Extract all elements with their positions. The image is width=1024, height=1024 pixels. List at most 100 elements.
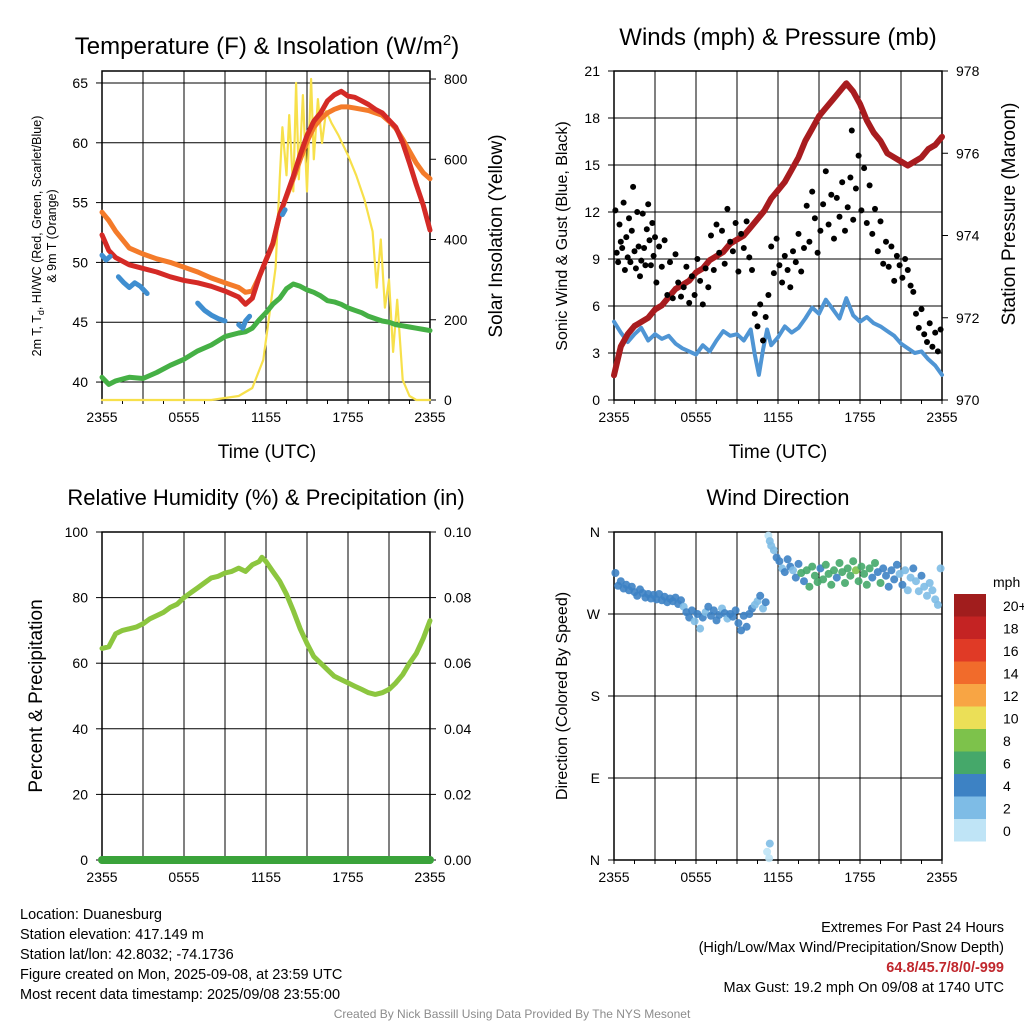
recent-data-timestamp: Most recent data timestamp: 2025/09/08 2… — [20, 987, 341, 1003]
direction-point — [862, 580, 871, 589]
figure-created: Figure created on Mon, 2025-09-08, at 23… — [20, 967, 343, 983]
direction-x-tick-label: 1155 — [763, 869, 793, 885]
gust-point — [869, 230, 876, 237]
winds-y2-tick-label: 972 — [956, 310, 980, 326]
direction-point — [832, 573, 841, 582]
gust-point — [708, 232, 714, 239]
temperature-xlabel: Time (UTC) — [218, 442, 317, 463]
direction-x-tick-label: 2355 — [926, 869, 957, 885]
humidity-y2-tick-label: 0.04 — [444, 721, 471, 737]
gust-point — [921, 331, 928, 338]
gust-point — [842, 227, 848, 234]
temperature-x-tick-label: 0555 — [168, 409, 199, 425]
direction-point — [810, 571, 819, 580]
temperature-y-tick-label: 55 — [72, 195, 88, 211]
gust-point — [613, 249, 620, 256]
direction-point — [887, 566, 896, 575]
humidity-y2-tick-label: 0.08 — [444, 590, 471, 606]
direction-point — [728, 612, 737, 621]
dewpoint-line — [99, 281, 433, 387]
legend-label: 12 — [1003, 688, 1019, 704]
humidity-axes: 2355 0555 1155 1755 23550204060801000.000.02… — [65, 524, 472, 885]
direction-y-tick-label: N — [590, 852, 600, 868]
gust-point — [631, 248, 638, 255]
direction-point — [742, 622, 751, 631]
winds-ylabel: Sonic Wind & Gust (Blue, Black) — [554, 121, 571, 350]
direction-y-tick-label: S — [591, 688, 600, 704]
gust-point — [675, 279, 682, 286]
direction-x-tick-label: 0555 — [680, 869, 711, 885]
gust-point — [751, 310, 758, 317]
gust-point — [645, 201, 652, 208]
gust-point — [915, 324, 922, 331]
humidity-y-tick-label: 20 — [72, 786, 88, 802]
gust-point — [926, 320, 933, 327]
wind-chill-line — [115, 274, 150, 296]
legend-label: 0 — [1003, 823, 1011, 839]
gust-point — [847, 174, 854, 181]
gust-point — [904, 267, 911, 273]
temperature-y-tick-label: 40 — [72, 374, 88, 390]
gust-point — [811, 215, 818, 222]
direction-point — [769, 546, 778, 555]
direction-point — [759, 604, 767, 613]
direction-title: Wind Direction — [706, 485, 849, 510]
direction-point — [821, 560, 830, 569]
gust-point — [683, 263, 690, 270]
gust-point — [716, 249, 723, 256]
direction-point — [765, 839, 774, 848]
temperature-x-tick-label: 2355 — [414, 409, 445, 425]
gust-point — [691, 292, 698, 298]
gust-point — [746, 254, 753, 261]
gust-point — [934, 348, 941, 355]
winds-y2-tick-label: 970 — [956, 392, 980, 408]
humidity-line — [99, 554, 433, 697]
winds-x-tick-label: 2355 — [598, 409, 629, 425]
legend-label: 6 — [1003, 756, 1011, 772]
direction-point — [933, 600, 942, 609]
extremes-title: Extremes For Past 24 Hours — [821, 920, 1004, 936]
gust-point — [628, 227, 635, 234]
gust-point — [806, 238, 813, 245]
gust-point — [850, 216, 857, 223]
gust-point — [833, 194, 840, 201]
direction-point — [696, 624, 705, 633]
gust-point — [646, 237, 653, 244]
direction-y-tick-label: E — [591, 770, 600, 786]
temperature-title: Temperature (F) & Insolation (W/m2) — [75, 32, 459, 60]
gust-point — [635, 243, 642, 250]
direction-point — [761, 598, 770, 607]
temperature-y2label: Solar Insolation (Yellow) — [486, 134, 507, 337]
gust-point — [705, 284, 712, 291]
gust-point — [617, 238, 624, 245]
direction-y-tick-label: W — [587, 606, 601, 622]
direction-point — [819, 575, 828, 584]
winds-x-tick-label: 2355 — [926, 409, 957, 425]
gust-point — [770, 270, 777, 277]
gust-point — [844, 204, 851, 211]
gust-point — [710, 267, 717, 273]
gust-point — [702, 265, 709, 272]
wind-chill-line — [279, 207, 288, 218]
gust-point — [643, 226, 650, 233]
gust-point — [639, 210, 646, 217]
direction-point — [808, 562, 817, 571]
gust-point — [896, 262, 903, 269]
gust-point — [616, 221, 623, 228]
station-latlon: Station lat/lon: 42.8032; -74.1736 — [20, 947, 234, 963]
station-location: Location: Duanesburg — [20, 907, 162, 923]
direction-point — [775, 557, 784, 566]
gust-point — [740, 245, 747, 251]
gust-point — [902, 256, 909, 262]
direction-point — [756, 591, 765, 600]
gust-point — [656, 243, 663, 250]
humidity-y-tick-label: 0 — [80, 852, 88, 868]
gust-point — [907, 282, 914, 289]
gust-point — [825, 221, 832, 228]
gust-point — [913, 310, 919, 317]
humidity-ylabel: Percent & Precipitation — [26, 599, 47, 792]
direction-point — [925, 579, 934, 587]
gust-point — [836, 213, 843, 220]
